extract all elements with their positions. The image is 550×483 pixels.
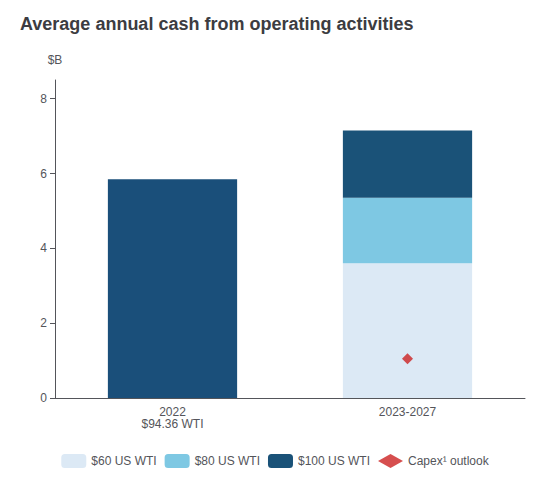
- svg-text:0: 0: [40, 391, 47, 405]
- svg-text:4: 4: [40, 241, 47, 255]
- svg-text:$B: $B: [48, 53, 63, 67]
- svg-text:2: 2: [40, 316, 47, 330]
- svg-text:$80 US WTI: $80 US WTI: [195, 454, 260, 468]
- svg-text:Average annual cash from opera: Average annual cash from operating activ…: [20, 14, 413, 34]
- svg-text:2022: 2022: [159, 405, 186, 419]
- svg-text:Capex¹ outlook: Capex¹ outlook: [408, 454, 490, 468]
- svg-text:2023-2027: 2023-2027: [379, 405, 437, 419]
- svg-text:$100 US WTI: $100 US WTI: [298, 454, 370, 468]
- svg-text:$94.36 WTI: $94.36 WTI: [141, 417, 203, 431]
- svg-text:$60 US WTI: $60 US WTI: [91, 454, 156, 468]
- svg-text:8: 8: [40, 92, 47, 106]
- svg-text:6: 6: [40, 167, 47, 181]
